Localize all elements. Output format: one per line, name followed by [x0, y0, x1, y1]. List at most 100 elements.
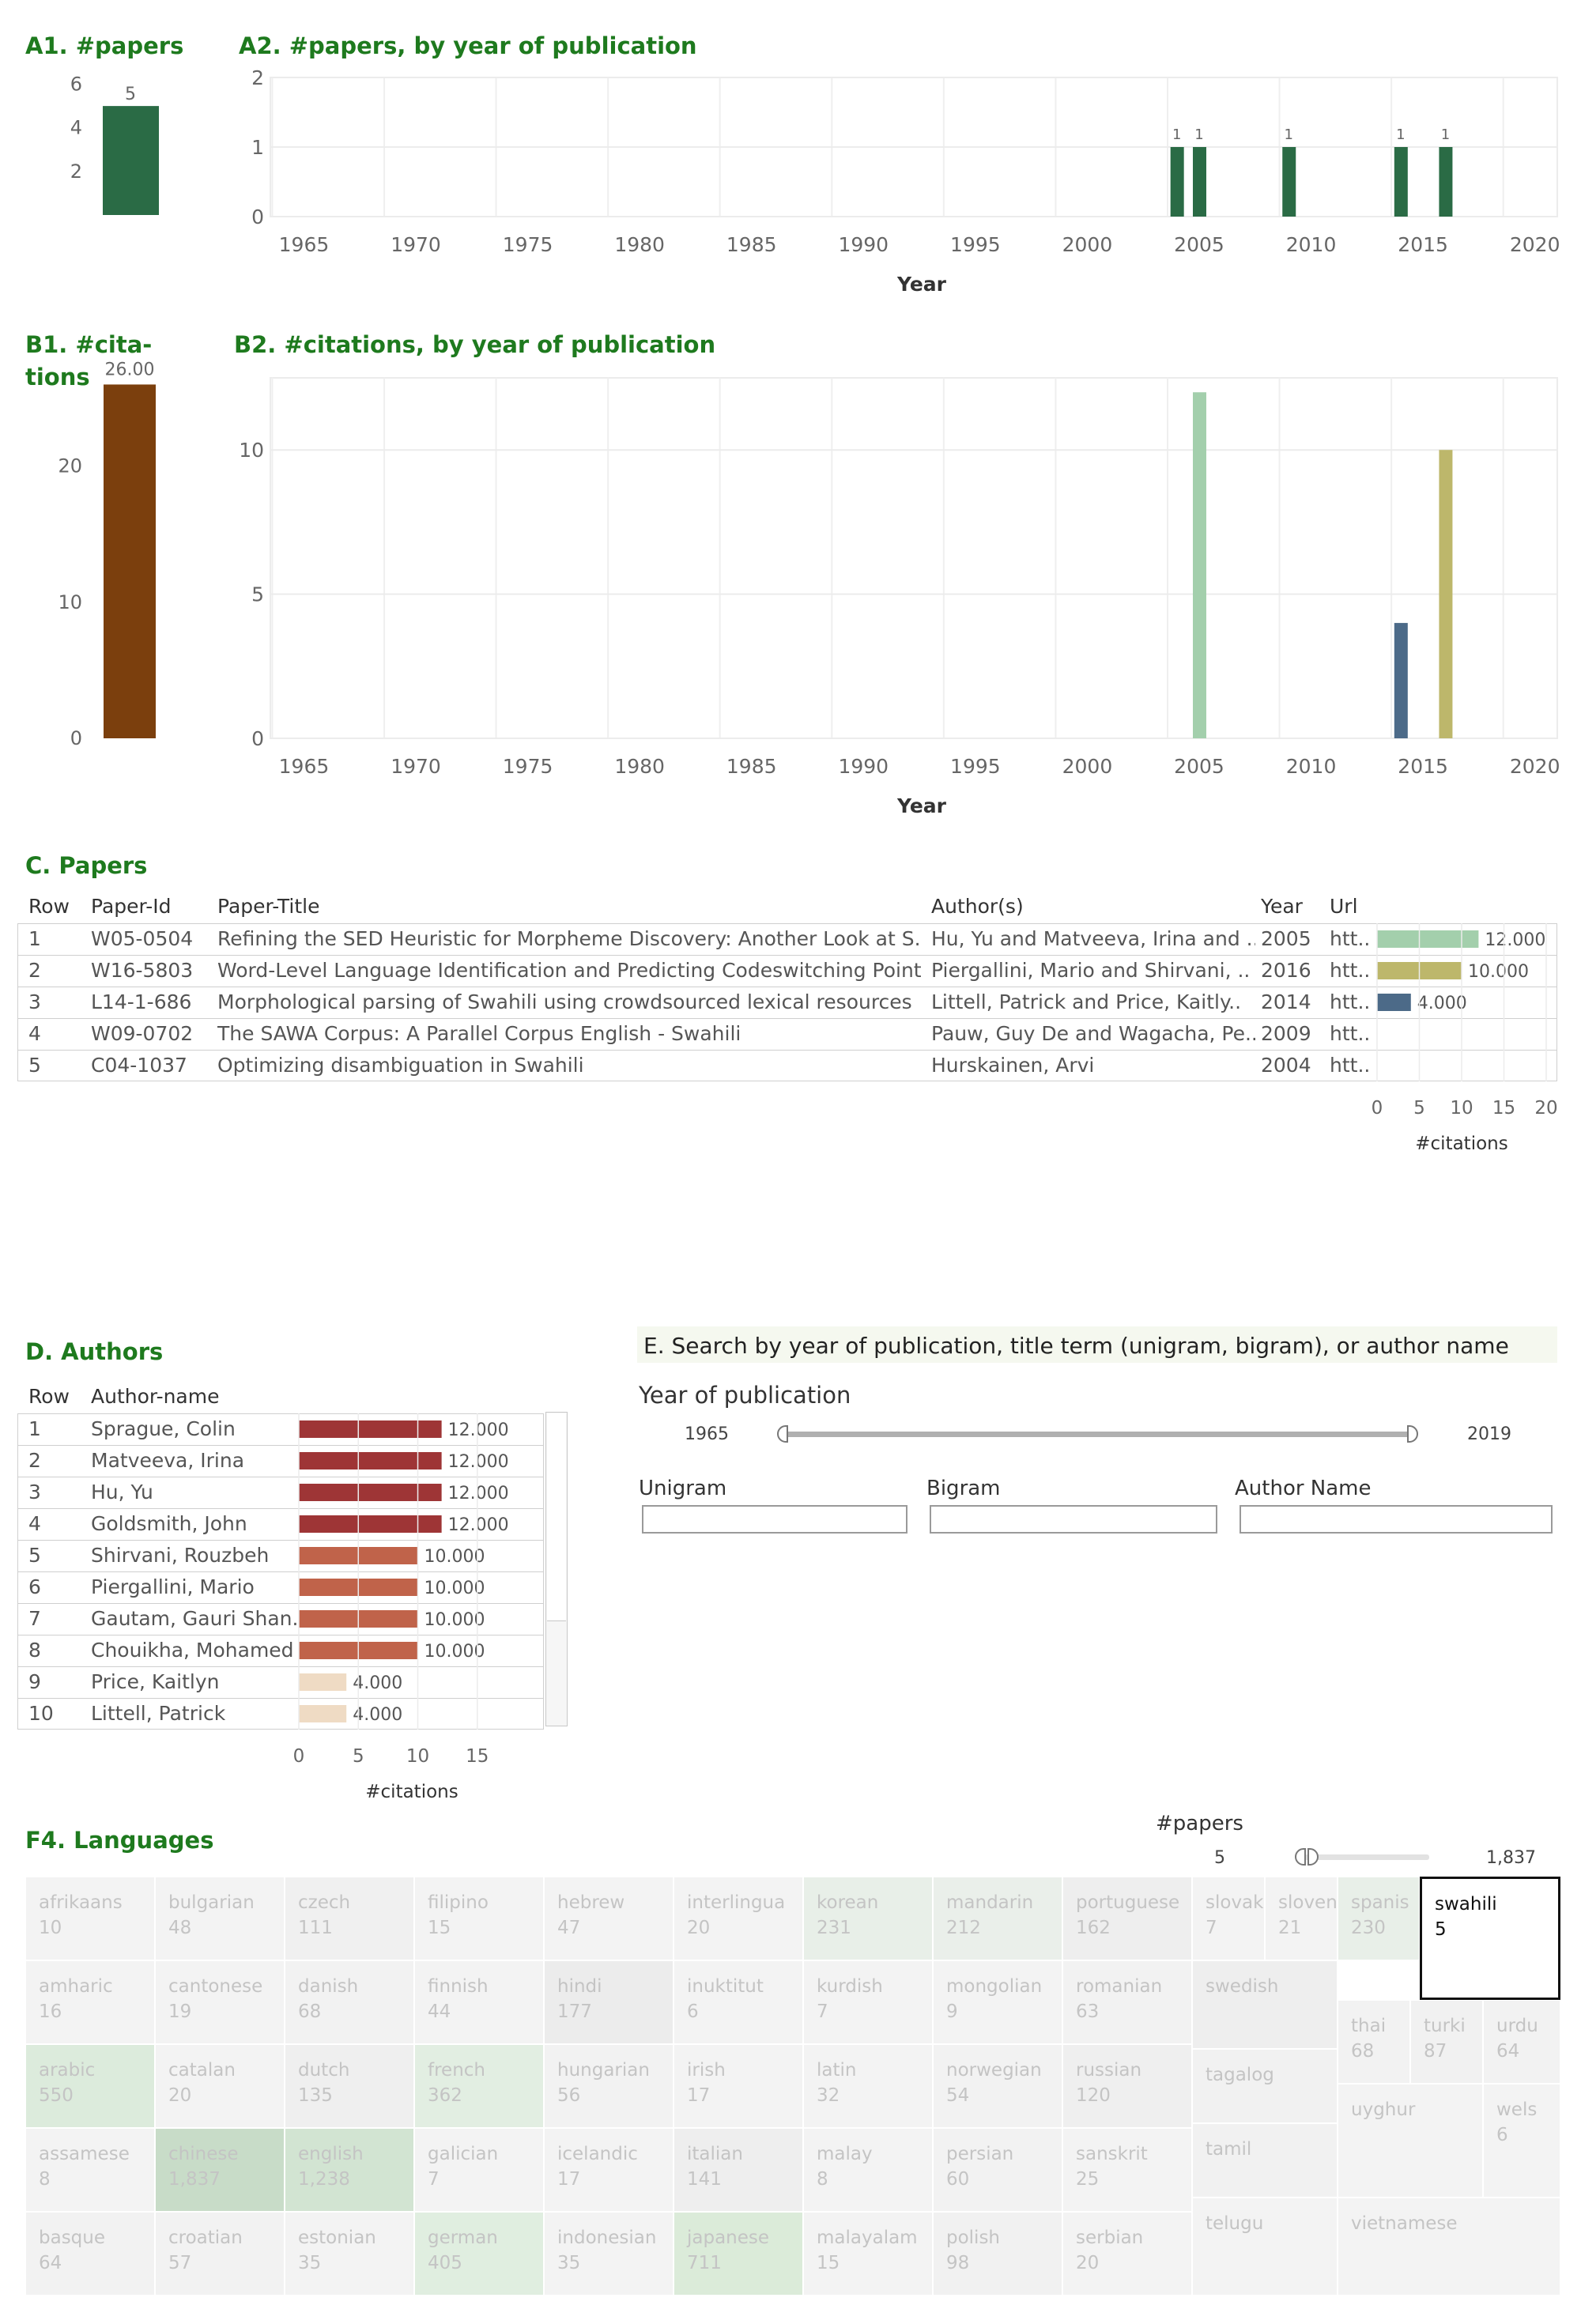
papers-cell-url[interactable]: htt..: [1330, 959, 1371, 982]
bigram-input[interactable]: [930, 1505, 1217, 1534]
b1-bar: [104, 384, 156, 738]
language-cell-latin[interactable]: latin 32: [803, 2044, 933, 2128]
language-cell-vietnamese[interactable]: vietnamese: [1338, 2198, 1560, 2296]
language-cell-galician[interactable]: galician 7: [414, 2128, 544, 2212]
language-cell-hungarian[interactable]: hungarian 56: [544, 2044, 674, 2128]
language-cell-danish[interactable]: danish 68: [285, 1960, 414, 2044]
language-cell-wels[interactable]: wels 6: [1483, 2084, 1560, 2198]
language-name: tagalog: [1206, 2065, 1274, 2085]
language-cell-russian[interactable]: russian 120: [1062, 2044, 1192, 2128]
language-cell-polish[interactable]: polish 98: [933, 2212, 1062, 2296]
language-cell-french[interactable]: french 362: [414, 2044, 544, 2128]
language-name: catalan: [168, 2060, 236, 2081]
language-cell-turki[interactable]: turki 87: [1410, 2000, 1483, 2084]
authors-column-header[interactable]: Author-name: [91, 1385, 220, 1408]
language-cell-catalan[interactable]: catalan 20: [155, 2044, 285, 2128]
language-cell-indonesian[interactable]: indonesian 35: [544, 2212, 674, 2296]
papers-range-max-handle[interactable]: [1307, 1848, 1319, 1866]
language-cell-estonian[interactable]: estonian 35: [285, 2212, 414, 2296]
year-slider-track[interactable]: [781, 1432, 1413, 1437]
language-cell-cantonese[interactable]: cantonese 19: [155, 1960, 285, 2044]
language-cell-japanese[interactable]: japanese 711: [674, 2212, 803, 2296]
papers-cell-url[interactable]: htt..: [1330, 927, 1371, 950]
language-cell-hebrew[interactable]: hebrew 47: [544, 1877, 674, 1960]
author-name-input[interactable]: [1240, 1505, 1553, 1534]
language-cell-dutch[interactable]: dutch 135: [285, 2044, 414, 2128]
language-cell-hindi[interactable]: hindi 177: [544, 1960, 674, 2044]
language-cell-mongolian[interactable]: mongolian 9: [933, 1960, 1062, 2044]
language-cell-portuguese[interactable]: portuguese 162: [1062, 1877, 1192, 1960]
language-cell-malayalam[interactable]: malayalam 15: [803, 2212, 933, 2296]
language-cell-thai[interactable]: thai 68: [1338, 2000, 1410, 2084]
language-cell-urdu[interactable]: urdu 64: [1483, 2000, 1560, 2084]
authors-column-header[interactable]: Row: [28, 1385, 70, 1408]
language-name: russian: [1076, 2060, 1142, 2081]
papers-column-header[interactable]: Paper-Id: [91, 895, 172, 918]
language-name: indonesian: [557, 2228, 657, 2248]
language-cell-sloven[interactable]: sloven 21: [1265, 1877, 1338, 1960]
papers-cell-url[interactable]: htt..: [1330, 990, 1371, 1013]
language-cell-croatian[interactable]: croatian 57: [155, 2212, 285, 2296]
a2-papers-by-year-chart: 0 1 2 1965 1970 1975 1980 1985 1990 1995 2000 2005 2…: [251, 66, 1560, 296]
language-cell-irish[interactable]: irish 17: [674, 2044, 803, 2128]
authors-cell-row: 4: [28, 1512, 41, 1535]
language-cell-arabic[interactable]: arabic 550: [25, 2044, 155, 2128]
language-cell-icelandic[interactable]: icelandic 17: [544, 2128, 674, 2212]
language-cell-finnish[interactable]: finnish 44: [414, 1960, 544, 2044]
language-cell-serbian[interactable]: serbian 20: [1062, 2212, 1192, 2296]
papers-cell-url[interactable]: htt..: [1330, 1022, 1371, 1045]
language-cell-assamese[interactable]: assamese 8: [25, 2128, 155, 2212]
papers-column-header[interactable]: Paper-Title: [217, 895, 320, 918]
language-cell-norwegian[interactable]: norwegian 54: [933, 2044, 1062, 2128]
papers-range-track[interactable]: [1296, 1854, 1429, 1860]
language-cell-spanis[interactable]: spanis 230: [1338, 1877, 1420, 1960]
b2-citations-by-year-chart: 0 5 10 1965 1970 1975 1980 1985 1990 1995 2000 2005…: [239, 377, 1560, 817]
language-cell-tamil[interactable]: tamil: [1192, 2123, 1338, 2198]
language-cell-afrikaans[interactable]: afrikaans 10: [25, 1877, 155, 1960]
language-cell-swahili[interactable]: swahili 5: [1420, 1877, 1560, 2000]
language-cell-telugu[interactable]: telugu: [1192, 2198, 1338, 2296]
language-name: icelandic: [557, 2144, 638, 2164]
papers-row-divider: [17, 955, 1557, 956]
b2-bar: [1439, 450, 1453, 738]
authors-xtick-label: 15: [466, 1746, 489, 1767]
language-cell-persian[interactable]: persian 60: [933, 2128, 1062, 2212]
language-cell-mandarin[interactable]: mandarin 212: [933, 1877, 1062, 1960]
language-cell-interlingua[interactable]: interlingua 20: [674, 1877, 803, 1960]
language-cell-slovak[interactable]: slovak 7: [1192, 1877, 1265, 1960]
year-slider-min-handle[interactable]: [777, 1425, 788, 1443]
language-cell-czech[interactable]: czech 111: [285, 1877, 414, 1960]
language-cell-chinese[interactable]: chinese 1,837: [155, 2128, 285, 2212]
b1-title: B1. #cita- tions: [25, 331, 153, 391]
language-cell-inuktitut[interactable]: inuktitut 6: [674, 1960, 803, 2044]
language-cell-uyghur[interactable]: uyghur: [1338, 2084, 1483, 2198]
authors-scrollbar[interactable]: [545, 1412, 568, 1726]
language-cell-tagalog[interactable]: tagalog: [1192, 2049, 1338, 2123]
papers-column-header[interactable]: Author(s): [931, 895, 1024, 918]
language-cell-german[interactable]: german 405: [414, 2212, 544, 2296]
papers-column-header[interactable]: Row: [28, 895, 70, 918]
language-cell-english[interactable]: english 1,238: [285, 2128, 414, 2212]
language-cell-sanskrit[interactable]: sanskrit 25: [1062, 2128, 1192, 2212]
papers-column-header[interactable]: Url: [1330, 895, 1358, 918]
language-cell-bulgarian[interactable]: bulgarian 48: [155, 1877, 285, 1960]
language-cell-kurdish[interactable]: kurdish 7: [803, 1960, 933, 2044]
authors-scrollbar-thumb[interactable]: [547, 1413, 566, 1621]
unigram-input[interactable]: [642, 1505, 907, 1534]
language-cell-malay[interactable]: malay 8: [803, 2128, 933, 2212]
papers-range-min-handle[interactable]: [1295, 1848, 1306, 1866]
language-cell-filipino[interactable]: filipino 15: [414, 1877, 544, 1960]
papers-column-header[interactable]: Year: [1261, 895, 1303, 918]
language-cell-romanian[interactable]: romanian 63: [1062, 1960, 1192, 2044]
language-cell-italian[interactable]: italian 141: [674, 2128, 803, 2212]
language-cell-swedish[interactable]: swedish: [1192, 1960, 1338, 2049]
language-paper-count: 87: [1424, 2041, 1447, 2062]
language-cell-amharic[interactable]: amharic 16: [25, 1960, 155, 2044]
year-slider-max-handle[interactable]: [1407, 1425, 1418, 1443]
language-name: telugu: [1206, 2213, 1264, 2234]
language-name: filipino: [428, 1892, 489, 1913]
language-cell-basque[interactable]: basque 64: [25, 2212, 155, 2296]
language-cell-korean[interactable]: korean 231: [803, 1877, 933, 1960]
papers-cell-url[interactable]: htt..: [1330, 1054, 1371, 1077]
b1-ytick-label: 20: [58, 455, 82, 477]
